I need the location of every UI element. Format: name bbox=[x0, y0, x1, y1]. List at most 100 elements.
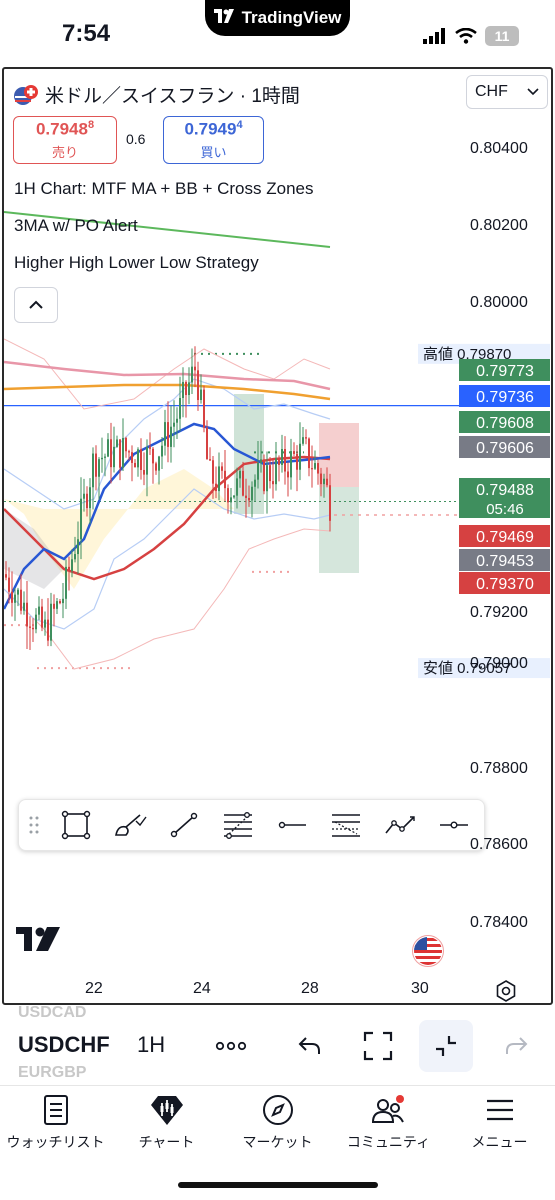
candle-body bbox=[236, 478, 238, 496]
price-tag-label: 0.79606 bbox=[476, 440, 534, 457]
price-tag-label: 0.79608 bbox=[476, 415, 534, 432]
buy-label: 買い bbox=[200, 144, 227, 160]
more-options-icon[interactable] bbox=[204, 1020, 258, 1072]
candle-body bbox=[47, 619, 49, 641]
candle-body bbox=[308, 438, 310, 469]
candle-body bbox=[278, 458, 280, 465]
candle-body bbox=[134, 462, 136, 468]
candle-body bbox=[290, 451, 292, 478]
chevron-down-icon bbox=[527, 83, 539, 101]
next-symbol[interactable]: EURGBP bbox=[18, 1064, 87, 1081]
brush-tool-icon[interactable] bbox=[103, 799, 157, 851]
candle-body bbox=[89, 487, 91, 509]
candle-body bbox=[23, 602, 25, 611]
chevron-up-icon bbox=[29, 300, 43, 309]
candle-body bbox=[317, 463, 319, 474]
candle-body bbox=[251, 486, 253, 501]
tab-label: コミュニティ bbox=[346, 1134, 431, 1150]
candle-body bbox=[245, 495, 247, 498]
collapse-chart-icon[interactable] bbox=[419, 1020, 473, 1072]
candle-body bbox=[38, 606, 40, 615]
app-name: TradingView bbox=[241, 8, 342, 27]
tab-community[interactable]: コミュニティ bbox=[333, 1094, 444, 1152]
price-tag bbox=[459, 572, 550, 594]
candle-body bbox=[191, 366, 193, 383]
indicator-legend-3ma[interactable]: 3MA w/ PO Alert bbox=[14, 216, 138, 235]
candle-body bbox=[8, 577, 10, 592]
y-tick-label: 0.78800 bbox=[470, 760, 528, 777]
path-tool-icon[interactable] bbox=[373, 799, 427, 851]
candle-body bbox=[218, 466, 220, 492]
symbol-header[interactable]: 米ドル／スイスフラン · 1時間 bbox=[13, 81, 300, 108]
chart-settings-icon[interactable] bbox=[494, 979, 518, 1003]
undo-icon[interactable] bbox=[283, 1020, 337, 1072]
x-tick-label: 30 bbox=[411, 980, 429, 997]
candle-body bbox=[107, 439, 109, 457]
candle-body bbox=[212, 460, 214, 484]
indicator-legend-mtf[interactable]: 1H Chart: MTF MA + BB + Cross Zones bbox=[14, 179, 314, 198]
price-tag bbox=[459, 525, 550, 547]
candle-body bbox=[110, 439, 112, 468]
fib-retracement-tool-icon[interactable] bbox=[211, 799, 265, 851]
candle-body bbox=[221, 466, 223, 471]
tradingview-logo-icon bbox=[213, 8, 236, 28]
candle-body bbox=[164, 422, 166, 446]
tab-watchlist[interactable]: ウォッチリスト bbox=[0, 1094, 111, 1152]
horizontal-ray-tool-icon[interactable] bbox=[265, 799, 319, 851]
y-tick-label: 0.79200 bbox=[470, 604, 528, 621]
symbol-name[interactable]: USDCHF bbox=[18, 1032, 110, 1057]
candle-body bbox=[305, 437, 307, 439]
sell-price: 0.7948 bbox=[35, 119, 88, 139]
candle-body bbox=[197, 370, 199, 401]
candle-body bbox=[41, 606, 43, 628]
collapse-indicators-button[interactable] bbox=[14, 287, 58, 323]
sell-price-pip: 8 bbox=[87, 119, 95, 132]
candle-body bbox=[29, 626, 31, 628]
price-chart[interactable]: 高値 0.79870 安値 0.79057 0.79773 0.79736 0.7960… bbox=[4, 69, 553, 1005]
previous-symbol[interactable]: USDCAD bbox=[18, 1004, 87, 1021]
candle-body bbox=[56, 601, 58, 609]
price-tag-label: 0.79488 bbox=[476, 482, 534, 499]
candle-body bbox=[293, 451, 295, 454]
indicator-legend-hhll[interactable]: Higher High Lower Low Strategy bbox=[14, 253, 259, 272]
tab-market[interactable]: マーケット bbox=[222, 1094, 333, 1152]
candle-body bbox=[143, 469, 145, 475]
candle-body bbox=[203, 389, 205, 428]
bottom-tab-bar: ウォッチリスト チャート マーケット コミュニティ メニュー bbox=[0, 1086, 555, 1200]
currency-dropdown[interactable]: CHF bbox=[466, 75, 548, 109]
tab-chart[interactable]: チャート bbox=[111, 1094, 222, 1152]
rectangle-tool-icon[interactable] bbox=[49, 799, 103, 851]
lower-envelope-line bbox=[4, 528, 331, 670]
horizontal-line-tool-icon[interactable] bbox=[427, 799, 481, 851]
chart-area[interactable]: 高値 0.79870 安値 0.79057 0.79773 0.79736 0.7960… bbox=[2, 67, 553, 1005]
candle-body bbox=[35, 614, 37, 630]
higher-timeframe-ma-line bbox=[4, 211, 331, 248]
candle-body bbox=[98, 459, 100, 477]
candle-body bbox=[149, 447, 151, 449]
candle-body bbox=[140, 449, 142, 470]
tab-label: ウォッチリスト bbox=[6, 1134, 105, 1150]
y-tick-label: 0.78600 bbox=[470, 836, 528, 853]
stop-zone bbox=[319, 423, 359, 487]
buy-button[interactable]: 0.79494 買い bbox=[163, 116, 264, 164]
community-icon bbox=[371, 1095, 404, 1123]
tab-menu[interactable]: メニュー bbox=[444, 1094, 555, 1152]
sell-button[interactable]: 0.79488 売り bbox=[13, 116, 117, 164]
candle-body bbox=[128, 451, 130, 453]
candle-body bbox=[113, 446, 115, 468]
price-tag-label: 0.79469 bbox=[476, 529, 534, 546]
candle-body bbox=[209, 459, 211, 461]
drag-handle-icon[interactable] bbox=[19, 815, 49, 835]
low-label-bg bbox=[418, 658, 550, 679]
fullscreen-icon[interactable] bbox=[351, 1020, 405, 1072]
trend-line-tool-icon[interactable] bbox=[157, 799, 211, 851]
redo-icon[interactable] bbox=[489, 1020, 543, 1072]
us-flag-icon[interactable] bbox=[412, 935, 444, 967]
watchlist-icon bbox=[43, 1095, 68, 1125]
pitchfork-tool-icon[interactable] bbox=[319, 799, 373, 851]
wifi-icon bbox=[455, 28, 477, 44]
candle-body bbox=[194, 366, 196, 371]
candle-body bbox=[17, 589, 19, 595]
timeframe-button[interactable]: 1H bbox=[137, 1032, 166, 1057]
drawing-toolbar[interactable] bbox=[18, 799, 485, 851]
